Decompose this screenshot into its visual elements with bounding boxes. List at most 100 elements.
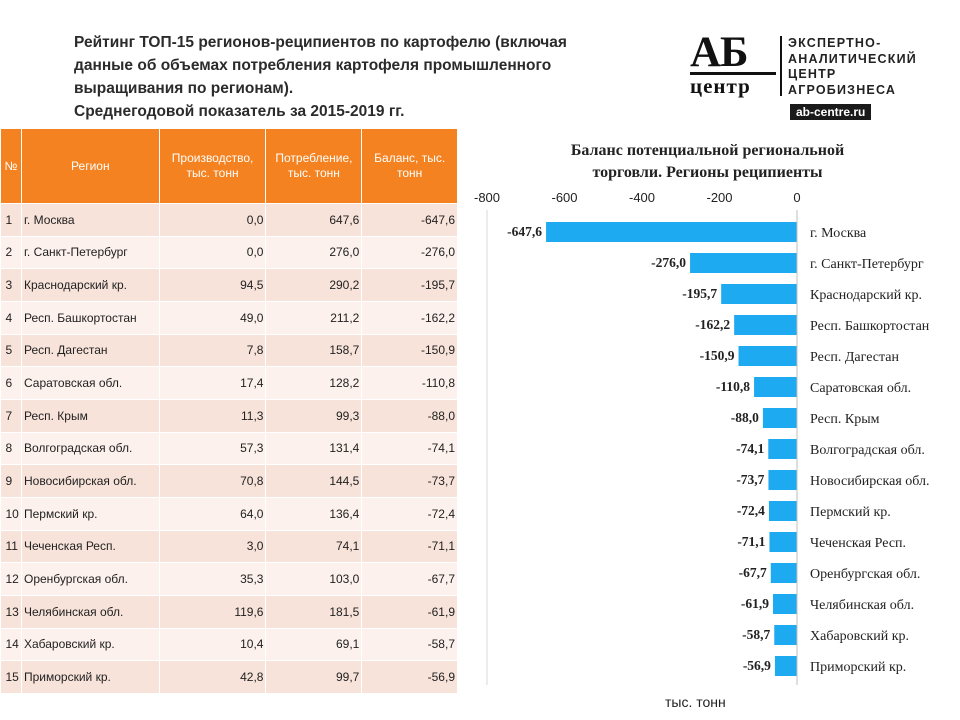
x-tick-label: -200	[706, 190, 732, 205]
table-row: 1 г. Москва 0,0 647,6 -647,6	[0, 203, 458, 237]
row-number: 11	[0, 530, 22, 564]
row-balance: -195,7	[361, 268, 458, 302]
table-row: 13 Челябинская обл. 119,6 181,5 -61,9	[0, 595, 458, 629]
table-row: 7 Респ. Крым 11,3 99,3 -88,0	[0, 399, 458, 433]
bar	[770, 563, 797, 583]
bar	[754, 377, 797, 397]
row-consumption: 103,0	[265, 562, 363, 596]
row-region: Волгоградская обл.	[21, 432, 160, 466]
row-number: 10	[0, 497, 22, 531]
bar-value-label: -195,7	[682, 286, 717, 301]
row-production: 11,3	[159, 399, 267, 433]
row-production: 7,8	[159, 334, 267, 368]
row-consumption: 647,6	[265, 203, 363, 237]
category-label: Саратовская обл.	[810, 381, 911, 396]
logo-site-link[interactable]: ab-centre.ru	[790, 104, 872, 120]
category-label: Краснодарский кр.	[810, 288, 922, 303]
category-label: Челябинская обл.	[810, 598, 914, 613]
bar	[546, 222, 797, 242]
row-consumption: 181,5	[265, 595, 363, 629]
bar-value-label: -162,2	[695, 317, 730, 332]
bar	[769, 532, 797, 552]
category-label: г. Москва	[810, 226, 867, 241]
table-row: 10 Пермский кр. 64,0 136,4 -72,4	[0, 497, 458, 531]
row-production: 3,0	[159, 530, 267, 564]
row-balance: -61,9	[361, 595, 458, 629]
row-region: Хабаровский кр.	[21, 628, 160, 662]
bar-value-label: -56,9	[743, 658, 771, 673]
row-production: 35,3	[159, 562, 267, 596]
x-tick-label: -600	[551, 190, 577, 205]
logo-text-line: АГРОБИЗНЕСА	[788, 82, 897, 97]
header-balance: Баланс, тыс. тонн	[361, 128, 458, 204]
bar-value-label: -150,9	[700, 348, 735, 363]
row-region: Приморский кр.	[21, 660, 160, 694]
logo-divider	[780, 36, 782, 96]
logo-mark-bottom: центр	[690, 72, 776, 97]
row-production: 94,5	[159, 268, 267, 302]
bar	[768, 439, 797, 459]
title-line: Среднегодовой показатель за 2015-2019 гг…	[74, 103, 405, 120]
bar	[768, 470, 797, 490]
category-label: Респ. Крым	[810, 412, 880, 427]
category-label: г. Санкт-Петербург	[810, 257, 924, 272]
row-production: 10,4	[159, 628, 267, 662]
row-consumption: 99,7	[265, 660, 363, 694]
category-label: Пермский кр.	[810, 505, 891, 520]
row-region: г. Москва	[21, 203, 160, 237]
row-balance: -110,8	[361, 366, 458, 400]
row-consumption: 128,2	[265, 366, 363, 400]
row-region: Чеченская Респ.	[21, 530, 160, 564]
bar-value-label: -647,6	[507, 224, 542, 239]
table-row: 2 г. Санкт-Петербург 0,0 276,0 -276,0	[0, 236, 458, 270]
chart-title: Баланс потенциальной региональной торгов…	[480, 140, 935, 184]
row-region: Новосибирская обл.	[21, 464, 160, 498]
row-balance: -647,6	[361, 203, 458, 237]
logo-text: ЭКСПЕРТНО- АНАЛИТИЧЕСКИЙ ЦЕНТР АГРОБИЗНЕ…	[788, 36, 917, 98]
row-region: Челябинская обл.	[21, 595, 160, 629]
row-production: 42,8	[159, 660, 267, 694]
row-balance: -74,1	[361, 432, 458, 466]
category-label: Волгоградская обл.	[810, 443, 925, 458]
row-number: 9	[0, 464, 22, 498]
row-number: 13	[0, 595, 22, 629]
bar	[768, 501, 797, 521]
row-region: Пермский кр.	[21, 497, 160, 531]
row-balance: -67,7	[361, 562, 458, 596]
row-number: 14	[0, 628, 22, 662]
bar-value-label: -73,7	[736, 472, 764, 487]
row-consumption: 290,2	[265, 268, 363, 302]
category-label: Приморский кр.	[810, 660, 906, 675]
row-production: 64,0	[159, 497, 267, 531]
row-production: 70,8	[159, 464, 267, 498]
row-production: 0,0	[159, 203, 267, 237]
table-row: 6 Саратовская обл. 17,4 128,2 -110,8	[0, 366, 458, 400]
row-production: 0,0	[159, 236, 267, 270]
row-region: г. Санкт-Петербург	[21, 236, 160, 270]
row-balance: -162,2	[361, 301, 458, 335]
header-region: Регион	[20, 128, 160, 204]
row-number: 4	[0, 301, 22, 335]
table-row: 9 Новосибирская обл. 70,8 144,5 -73,7	[0, 464, 458, 498]
chart-title-line: торговли. Регионы реципиенты	[592, 164, 823, 181]
page-title: Рейтинг ТОП-15 регионов-реципиентов по к…	[74, 31, 674, 123]
category-label: Новосибирская обл.	[810, 474, 930, 489]
table-row: 14 Хабаровский кр. 10,4 69,1 -58,7	[0, 628, 458, 662]
row-consumption: 158,7	[265, 334, 363, 368]
x-tick-label: 0	[793, 190, 800, 205]
bar	[721, 284, 797, 304]
row-consumption: 99,3	[265, 399, 363, 433]
logo-mark-top: АБ	[690, 29, 748, 76]
row-production: 57,3	[159, 432, 267, 466]
row-balance: -72,4	[361, 497, 458, 531]
x-axis-unit-label: тыс. тонн	[665, 694, 726, 710]
category-label: Чеченская Респ.	[810, 536, 906, 551]
row-balance: -276,0	[361, 236, 458, 270]
table-body: 1 г. Москва 0,0 647,6 -647,6 2 г. Санкт-Петерб…	[0, 203, 458, 694]
row-consumption: 69,1	[265, 628, 363, 662]
logo-text-line: АНАЛИТИЧЕСКИЙ	[788, 51, 917, 66]
category-label: Респ. Дагестан	[810, 350, 899, 365]
row-consumption: 74,1	[265, 530, 363, 564]
row-production: 119,6	[159, 595, 267, 629]
row-region: Краснодарский кр.	[21, 268, 160, 302]
